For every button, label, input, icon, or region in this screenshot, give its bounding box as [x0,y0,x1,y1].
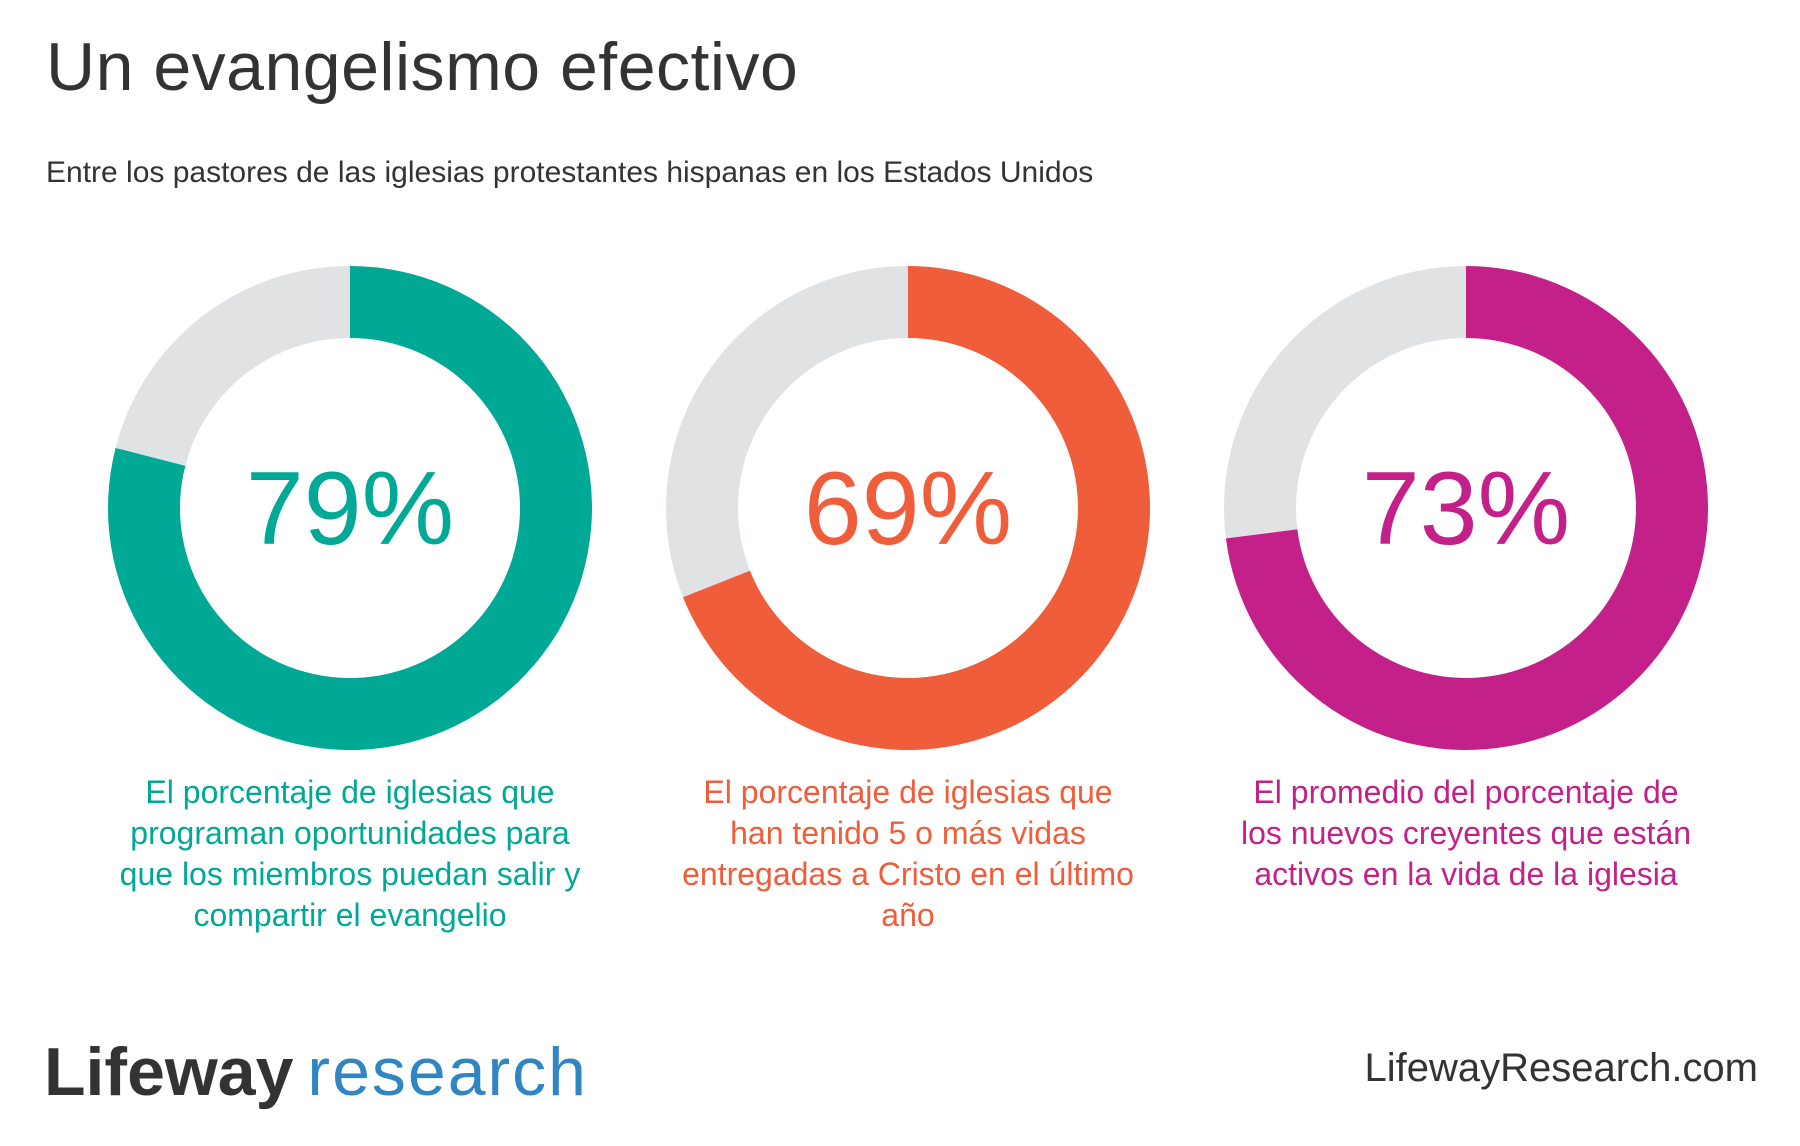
donut-value-slice [682,266,1150,750]
donut-value-label: 79% [246,451,454,567]
donut-value-slice [1225,266,1708,750]
chart-caption-0: El porcentaje de iglesias que programan … [119,774,581,933]
donut-value-label: 69% [804,451,1012,567]
page-title: Un evangelismo efectivo [46,29,799,105]
page-subtitle: Entre los pastores de las iglesias prote… [46,156,1094,189]
donut-chart-1: 69% [666,266,1150,750]
donut-value-label: 73% [1362,451,1570,567]
donut-value-slice [108,266,593,750]
donut-remainder-slice [666,266,908,598]
donut-remainder-slice [1224,266,1466,539]
logo-word-research: research [307,1034,588,1110]
lifeway-research-logo: Lifeway research [44,1032,588,1112]
website-link[interactable]: LifewayResearch.com [1364,1046,1759,1090]
chart-caption-2: El promedio del porcentaje de los nuevos… [1240,774,1692,892]
logo-word-lifeway: Lifeway [44,1034,294,1110]
donut-chart-2: 73% [1224,266,1708,750]
donut-remainder-slice [115,266,350,466]
donut-chart-0: 79% [108,266,593,750]
chart-caption-1: El porcentaje de iglesias que han tenido… [682,774,1134,933]
